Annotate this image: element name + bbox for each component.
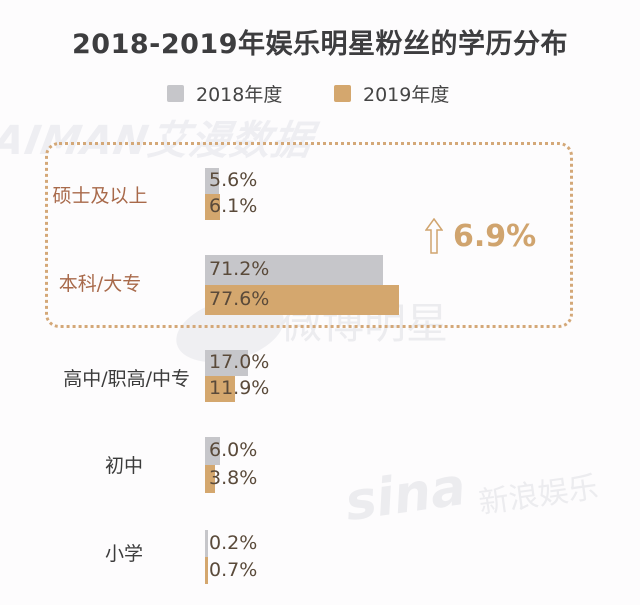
chart-title: 2018-2019年娱乐明星粉丝的学历分布 (72, 29, 568, 60)
bar-value-label: 0.7% (209, 558, 258, 581)
bar-2019 (205, 194, 221, 220)
category-label: 硕士及以上 (52, 185, 148, 207)
category-label: 高中/职高/中专 (63, 368, 190, 390)
bar-value-label: 77.6% (209, 288, 270, 310)
bar-2018 (205, 255, 383, 285)
bar-2019 (205, 465, 215, 493)
category-label: 小学 (104, 543, 143, 565)
bar-value-label: 6.0% (209, 439, 258, 461)
bar-value-label: 3.8% (209, 467, 258, 489)
bar-2018 (205, 530, 208, 557)
highlight-box (45, 142, 573, 328)
category-label: 本科/大专 (58, 273, 142, 295)
sina-cn-watermark: 新浪娱乐 (476, 469, 601, 522)
sina-logo-watermark: sina (341, 456, 470, 534)
bar-2018 (205, 437, 220, 465)
change-value: 6.9% (453, 218, 537, 254)
bar-value-label: 11.9% (209, 377, 270, 399)
category-label: 初中 (104, 455, 143, 477)
up-arrow-icon (425, 218, 443, 254)
bar-2018 (205, 350, 248, 376)
change-annotation: 6.9% (425, 218, 536, 254)
legend-swatch-2019 (334, 85, 351, 102)
bar-2019 (205, 376, 235, 402)
bar-value-label: 0.2% (209, 531, 258, 554)
bar-value-label: 6.1% (209, 195, 258, 217)
bar-value-label: 17.0% (209, 351, 270, 373)
legend-item-2018: 2018年度 (167, 80, 282, 107)
bar-2018 (205, 168, 219, 194)
legend-swatch-2018 (167, 85, 184, 102)
bar-value-label: 5.6% (209, 169, 258, 191)
legend-item-2019: 2019年度 (334, 80, 449, 107)
legend-label-2019: 2019年度 (363, 84, 450, 106)
bar-2019 (205, 557, 208, 584)
legend-label-2018: 2018年度 (196, 84, 283, 106)
bar-2019 (205, 285, 399, 315)
bar-value-label: 71.2% (209, 258, 270, 280)
legend: 2018年度 2019年度 (0, 80, 640, 110)
